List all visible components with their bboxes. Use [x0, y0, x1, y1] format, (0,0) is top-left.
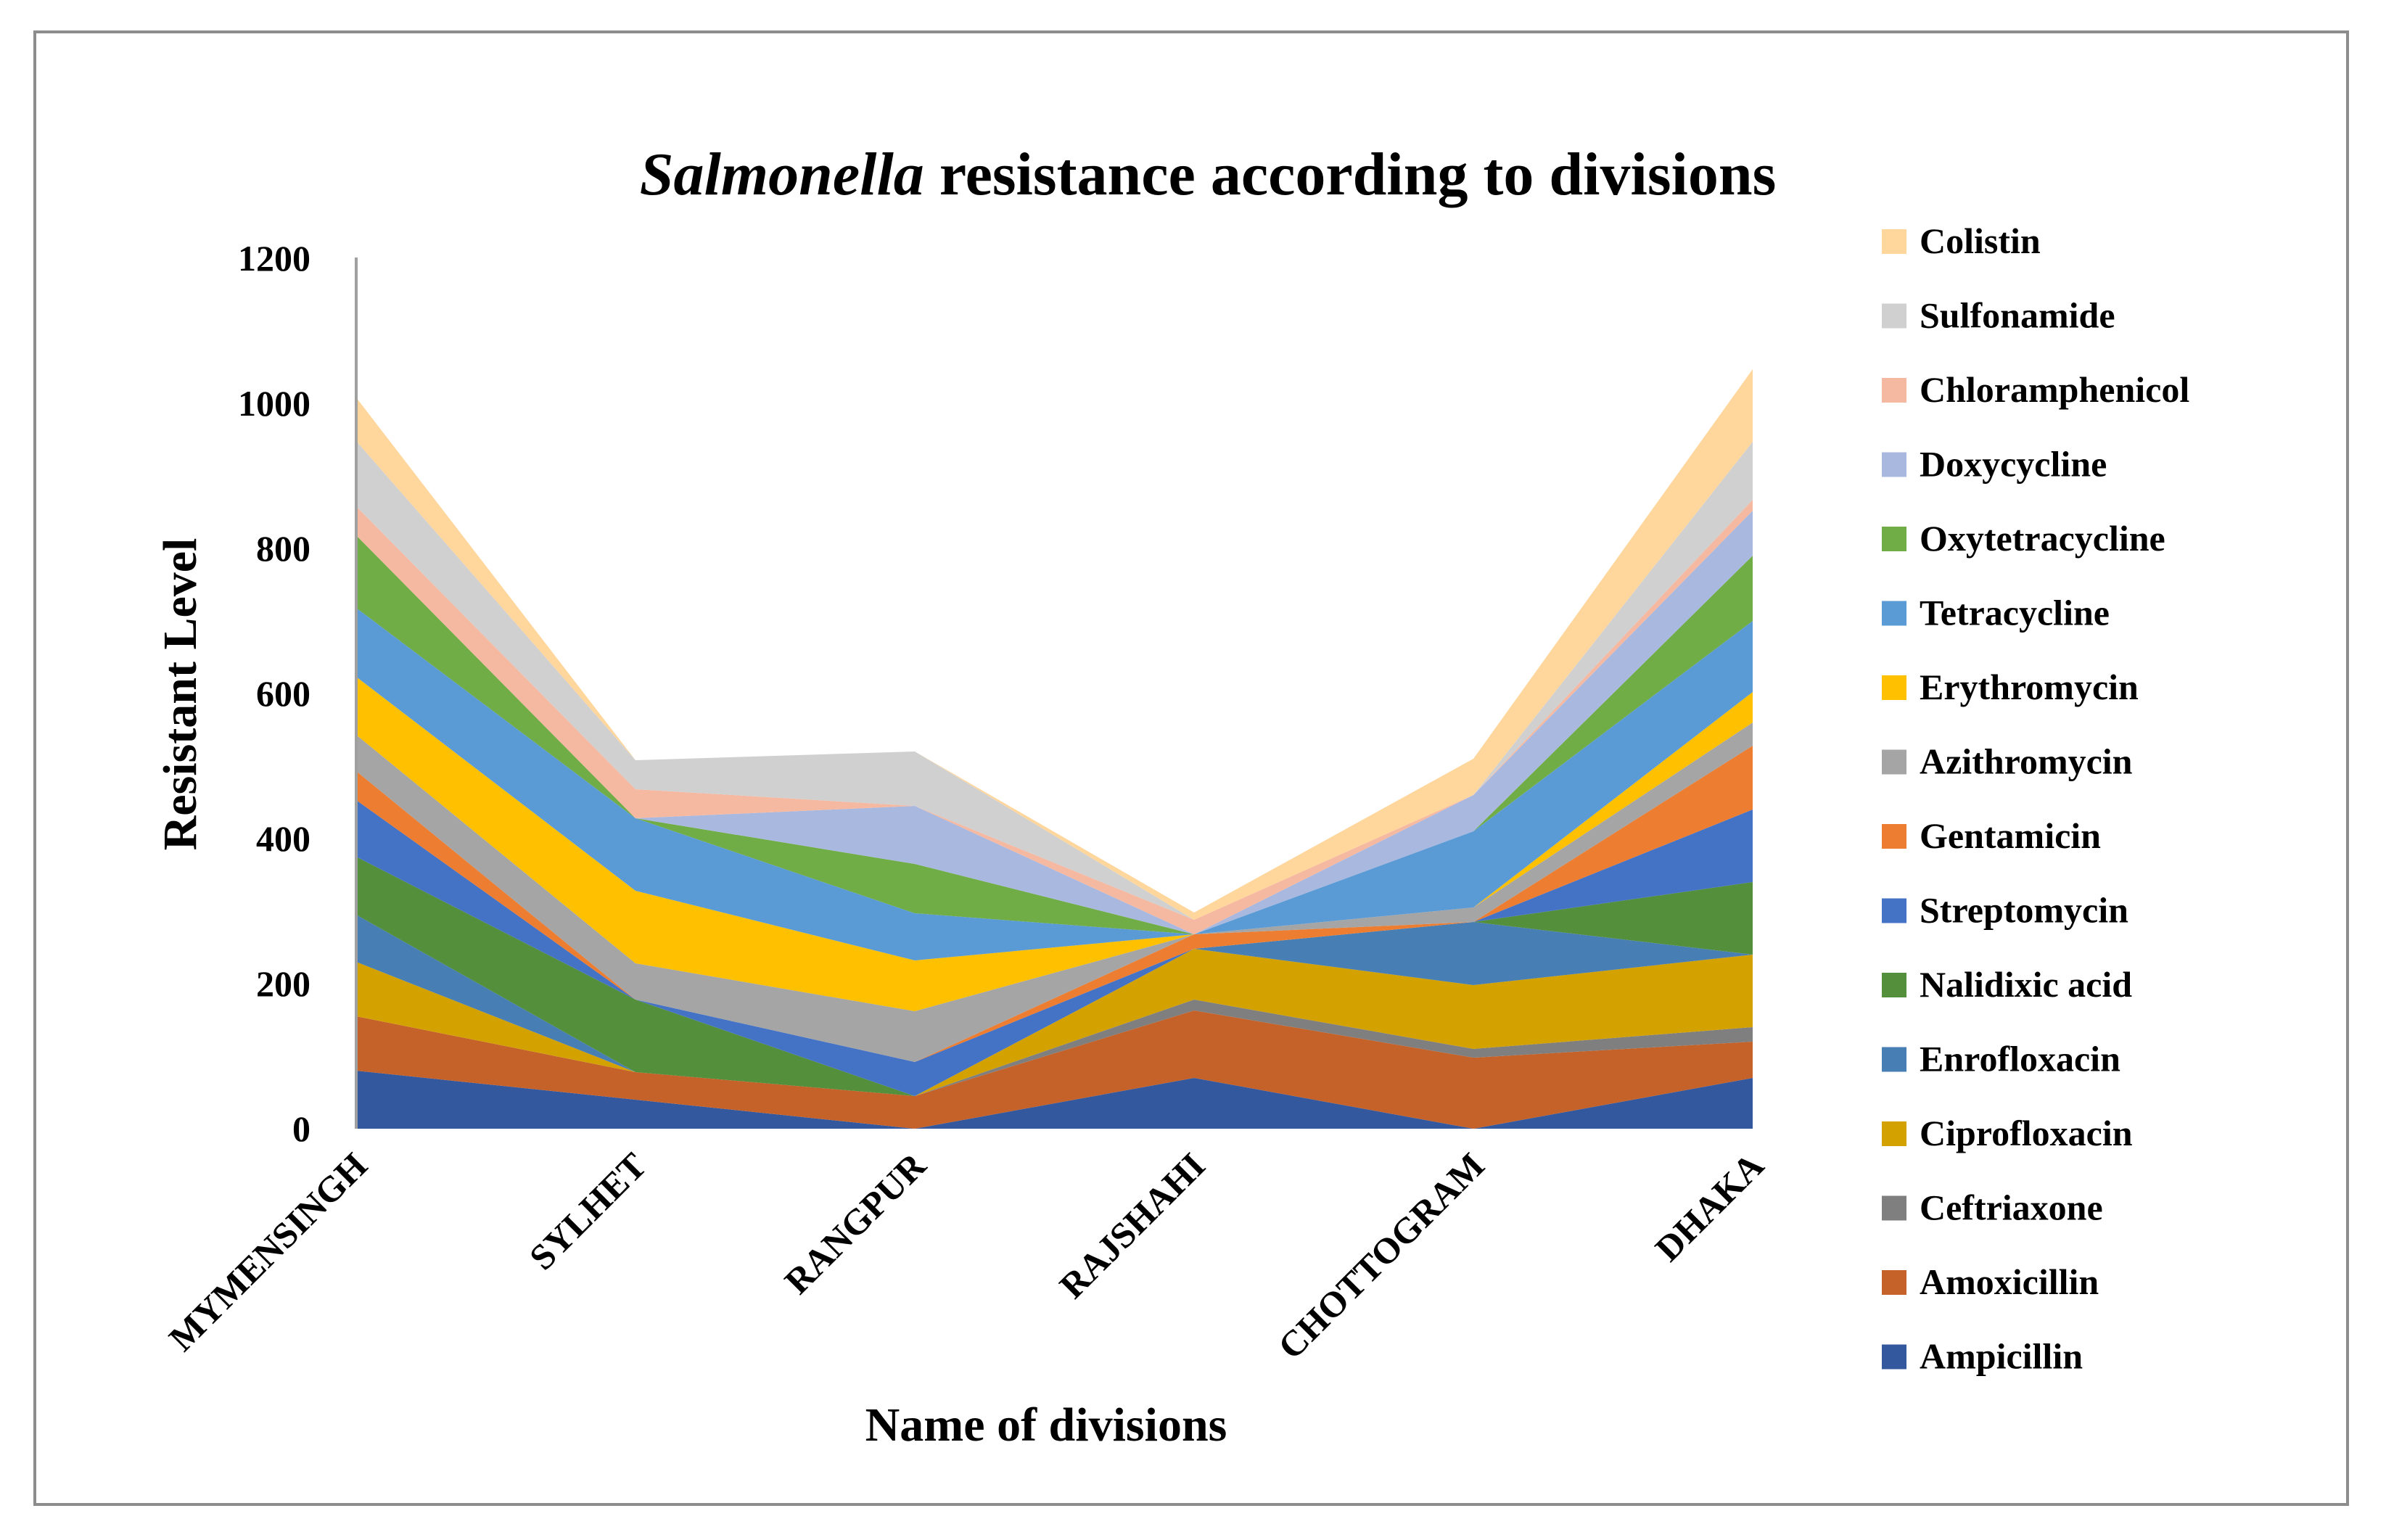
y-tick-label: 200	[256, 963, 310, 1004]
legend-label-ceftriaxone: Ceftriaxone	[1920, 1187, 2103, 1228]
y-tick-label: 0	[292, 1108, 310, 1149]
x-tick-label-mymensingh: MYMENSINGH	[161, 1145, 375, 1359]
legend-swatch-amoxicillin	[1882, 1270, 1906, 1295]
x-tick-label-rangpur: RANGPUR	[776, 1145, 934, 1302]
legend-label-gentamicin: Gentamicin	[1920, 815, 2101, 856]
legend-label-doxycycline: Doxycycline	[1920, 444, 2107, 485]
x-axis-title: Name of divisions	[865, 1399, 1227, 1452]
legend-swatch-erythromycin	[1882, 675, 1906, 700]
area-azithromycin	[356, 722, 1753, 1062]
legend-swatch-sulfonamide	[1882, 303, 1906, 329]
legend: Colistin Sulfonamide Chloramphenicol Doxycy…	[1882, 221, 2189, 1377]
chart-title-rest: resistance according to divisions	[924, 141, 1776, 208]
legend-swatch-chloramphenicol	[1882, 378, 1906, 403]
legend-swatch-gentamicin	[1882, 824, 1906, 849]
x-axis-ticks: MYMENSINGH SYLHET RANGPUR RAJSHAHI CHOTTOGRA…	[161, 1145, 1772, 1367]
legend-swatch-nalidixic-acid	[1882, 973, 1906, 997]
area-enrofloxacin	[356, 915, 1753, 1096]
y-tick-label: 600	[256, 673, 310, 714]
legend-label-enrofloxacin: Enrofloxacin	[1920, 1039, 2120, 1079]
legend-label-nalidixic-acid: Nalidixic acid	[1920, 964, 2132, 1005]
legend-swatch-streptomycin	[1882, 898, 1906, 923]
legend-swatch-colistin	[1882, 229, 1906, 254]
legend-label-colistin: Colistin	[1920, 221, 2041, 261]
area-doxycycline	[356, 511, 1753, 934]
legend-label-sulfonamide: Sulfonamide	[1920, 295, 2115, 336]
area-tetracycline	[356, 608, 1753, 960]
legend-label-oxytetracycline: Oxytetracycline	[1920, 518, 2165, 559]
y-tick-label: 800	[256, 528, 310, 569]
legend-swatch-enrofloxacin	[1882, 1047, 1906, 1072]
legend-swatch-azithromycin	[1882, 749, 1906, 775]
legend-swatch-ciprofloxacin	[1882, 1121, 1906, 1146]
legend-swatch-doxycycline	[1882, 452, 1906, 477]
x-tick-label-chottogram: CHOTTOGRAM	[1270, 1145, 1492, 1367]
x-tick-label-dhaka: DHAKA	[1647, 1145, 1772, 1269]
legend-swatch-oxytetracycline	[1882, 527, 1906, 551]
stacked-areas	[356, 369, 1753, 1129]
legend-label-ampicillin: Ampicillin	[1920, 1336, 2083, 1377]
area-oxytetracycline	[356, 535, 1753, 934]
area-nalidixic-acid	[356, 857, 1753, 1096]
y-axis-ticks: 0 200 400 600 800 1000 1200	[238, 238, 310, 1149]
legend-label-amoxicillin: Amoxicillin	[1920, 1261, 2099, 1302]
legend-label-ciprofloxacin: Ciprofloxacin	[1920, 1113, 2133, 1153]
y-axis-title: Resistant Level	[154, 538, 207, 851]
area-amoxicillin	[356, 1010, 1753, 1129]
area-ampicillin	[356, 1071, 1753, 1129]
y-tick-label: 400	[256, 818, 310, 859]
x-tick-label-rajshahi: RAJSHAHI	[1051, 1145, 1212, 1306]
legend-label-erythromycin: Erythromycin	[1920, 667, 2139, 707]
chart-title: Salmonella resistance according to divis…	[640, 141, 1777, 208]
legend-swatch-ampicillin	[1882, 1344, 1906, 1370]
chart-title-italic: Salmonella	[640, 141, 924, 208]
legend-label-azithromycin: Azithromycin	[1920, 741, 2133, 782]
legend-label-streptomycin: Streptomycin	[1920, 890, 2128, 931]
y-tick-label: 1000	[238, 383, 310, 424]
area-erythromycin	[356, 677, 1753, 1011]
legend-label-tetracycline: Tetracycline	[1920, 593, 2110, 633]
legend-swatch-ceftriaxone	[1882, 1195, 1906, 1221]
legend-swatch-tetracycline	[1882, 601, 1906, 626]
area-streptomycin	[356, 800, 1753, 1096]
y-tick-label: 1200	[238, 238, 310, 279]
area-gentamicin	[356, 746, 1753, 1062]
legend-label-chloramphenicol: Chloramphenicol	[1920, 369, 2189, 410]
x-tick-label-sylhet: SYLHET	[522, 1145, 654, 1277]
